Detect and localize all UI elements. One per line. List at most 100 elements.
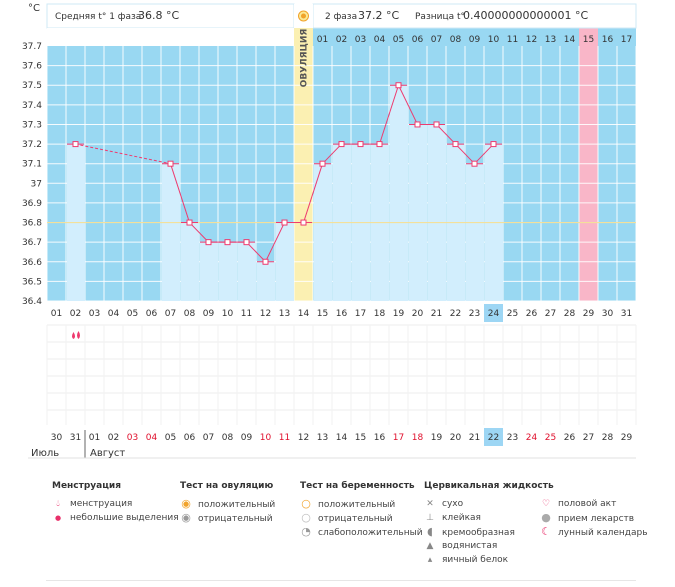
- legend-cervical: Цервикальная жидкость ✕ сухо ⊥ клейкая ◖ кр…: [424, 481, 554, 567]
- phase2-summary-panel: [312, 3, 637, 29]
- temperature-bar: [257, 261, 275, 301]
- legend: Менструация 💧︎ менструация ● небольшие выд…: [52, 481, 652, 581]
- legend-item-label: яичный белок: [442, 555, 509, 565]
- cycle-day-label: 02: [70, 309, 81, 319]
- calendar-day-label: 22: [488, 433, 499, 443]
- calendar-day-label: 11: [279, 433, 290, 443]
- temperature-point: [414, 121, 421, 128]
- phase2-day-label: 04: [374, 35, 386, 45]
- phase2-day-label: 02: [336, 35, 347, 45]
- legend-item-label: слабоположительный: [318, 528, 423, 538]
- legend-item: ◉ отрицательный: [180, 511, 275, 525]
- legend-menstruation: Менструация 💧︎ менструация ● небольшие выд…: [52, 481, 179, 525]
- calendar-day-label: 24: [526, 433, 538, 443]
- temperature-bar: [409, 124, 427, 301]
- phase2-day-label: 10: [488, 35, 500, 45]
- negative-pregnancy-icon: ○: [301, 511, 311, 524]
- phase2-day-label: 15: [583, 35, 594, 45]
- legend-item: ▴ яичный белок: [424, 553, 554, 567]
- temperature-point: [471, 160, 478, 167]
- temperature-line-segment: [246, 241, 266, 263]
- watery-icon: ▲: [426, 541, 434, 551]
- legend-title: Менструация: [52, 481, 121, 491]
- y-tick-label: 37.5: [22, 81, 42, 91]
- sticky-icon: ⊥: [426, 513, 434, 523]
- cycle-day-label: 10: [222, 309, 234, 319]
- phase1-summary-panel: [46, 3, 295, 29]
- cycle-day-label: 26: [526, 309, 538, 319]
- bottom-divider: [46, 580, 636, 581]
- phase2-label: 2 фаза: [325, 12, 357, 22]
- legend-item: ○ положительный: [300, 497, 423, 511]
- temperature-point: [167, 160, 174, 167]
- legend-item: 💧︎ менструация: [52, 497, 179, 511]
- legend-item-label: клейкая: [442, 513, 481, 523]
- legend-item: ⊥ клейкая: [424, 511, 554, 525]
- pill-icon: ●: [541, 511, 551, 524]
- y-tick-label: 36.9: [22, 199, 42, 209]
- weak-positive-pregnancy-icon: ◔: [301, 525, 311, 538]
- legend-item-label: водянистая: [442, 541, 498, 551]
- heart-icon: ♡: [541, 499, 551, 509]
- y-tick-label: 37.6: [22, 62, 42, 72]
- cycle-day-label: 01: [51, 309, 62, 319]
- calendar-day-label: 18: [412, 433, 424, 443]
- calendar-day-label: 25: [545, 433, 556, 443]
- dry-icon: ✕: [426, 499, 434, 509]
- temperature-point: [186, 219, 193, 226]
- y-axis-unit: °C: [28, 3, 40, 14]
- temperature-line-segment: [379, 85, 399, 145]
- y-tick-label: 36.5: [22, 277, 42, 287]
- cycle-day-label: 09: [203, 309, 215, 319]
- cycle-day-label: 06: [146, 309, 158, 319]
- legend-item-label: отрицательный: [318, 514, 393, 524]
- legend-item: ● прием лекарств: [540, 511, 648, 525]
- phase2-day-label: 16: [602, 35, 614, 45]
- temperature-point: [300, 219, 307, 226]
- temperature-line-segment: [474, 143, 494, 165]
- phase2-day-label: 13: [545, 35, 556, 45]
- calendar-day-label: 08: [222, 433, 234, 443]
- temperature-line-segment: [170, 163, 190, 223]
- legend-item-label: положительный: [198, 500, 276, 510]
- cycle-day-label: 04: [108, 309, 120, 319]
- calendar-day-label: 21: [469, 433, 480, 443]
- temperature-bar: [162, 163, 180, 301]
- y-tick-label: 37.3: [22, 120, 42, 130]
- cycle-day-label: 30: [602, 309, 614, 319]
- cycle-day-label: 21: [431, 309, 442, 319]
- calendar-day-label: 02: [108, 433, 119, 443]
- cycle-day-label: 29: [583, 309, 595, 319]
- legend-title: Тест на овуляцию: [180, 481, 274, 491]
- temperature-point: [338, 141, 345, 148]
- cycle-day-label: 14: [298, 309, 310, 319]
- temperature-bar: [314, 163, 332, 301]
- phase2-value: 37.2 °C: [358, 9, 399, 22]
- cycle-day-label: 25: [507, 309, 518, 319]
- cycle-day-label: 13: [279, 309, 290, 319]
- ovulation-label: ОВУЛЯЦИЯ: [300, 29, 310, 88]
- temperature-point: [376, 141, 383, 148]
- cycle-day-label: 15: [317, 309, 328, 319]
- legend-title: Тест на беременность: [300, 481, 415, 491]
- cycle-day-label: 08: [184, 309, 196, 319]
- temperature-point: [357, 141, 364, 148]
- y-tick-label: 36.6: [22, 258, 42, 268]
- y-tick-label: 37.7: [22, 42, 42, 52]
- temperature-line-segment: [436, 124, 456, 145]
- temperature-point: [452, 141, 459, 148]
- phase2-day-label: 07: [431, 35, 442, 45]
- legend-item: ◉ положительный: [180, 497, 275, 511]
- diff-label: Разница t°: [415, 12, 465, 22]
- calendar-day-label: 31: [70, 433, 81, 443]
- temperature-point: [262, 258, 269, 265]
- calendar-day-label: 07: [203, 433, 214, 443]
- calendar-day-label: 30: [51, 433, 63, 443]
- calendar-day-label: 17: [393, 433, 404, 443]
- temperature-point: [281, 219, 288, 226]
- y-tick-label: 37.4: [22, 101, 42, 111]
- chart-axes: 37.7 37.6 37.5 37.4 37.3 37.2 37.1 37 36.9 36.8 36…: [22, 3, 42, 307]
- legend-item: ◔ слабоположительный: [300, 525, 423, 539]
- calendar-day-label: 15: [355, 433, 366, 443]
